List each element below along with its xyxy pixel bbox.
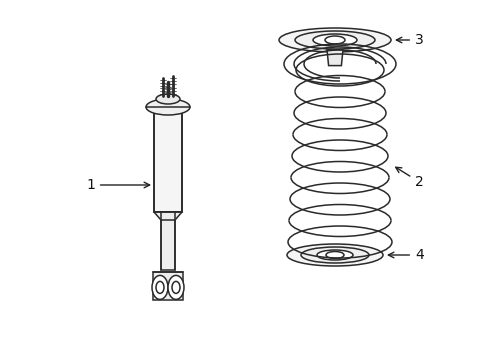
Ellipse shape: [152, 275, 168, 300]
Text: 1: 1: [86, 178, 149, 192]
Polygon shape: [154, 212, 182, 220]
Text: 3: 3: [395, 33, 423, 47]
Ellipse shape: [312, 34, 356, 46]
Ellipse shape: [156, 94, 180, 104]
Ellipse shape: [301, 247, 368, 263]
Bar: [154, 112, 182, 212]
Text: 2: 2: [395, 167, 423, 189]
Text: 4: 4: [387, 248, 423, 262]
Ellipse shape: [168, 275, 183, 300]
Ellipse shape: [156, 282, 163, 293]
Ellipse shape: [279, 28, 390, 52]
Bar: [153, 272, 183, 300]
Ellipse shape: [294, 31, 374, 49]
Polygon shape: [326, 50, 342, 66]
Ellipse shape: [286, 244, 382, 266]
Bar: [161, 212, 175, 270]
Ellipse shape: [146, 99, 190, 115]
Ellipse shape: [325, 252, 343, 258]
Ellipse shape: [172, 282, 180, 293]
Ellipse shape: [325, 36, 345, 44]
Ellipse shape: [316, 250, 352, 260]
